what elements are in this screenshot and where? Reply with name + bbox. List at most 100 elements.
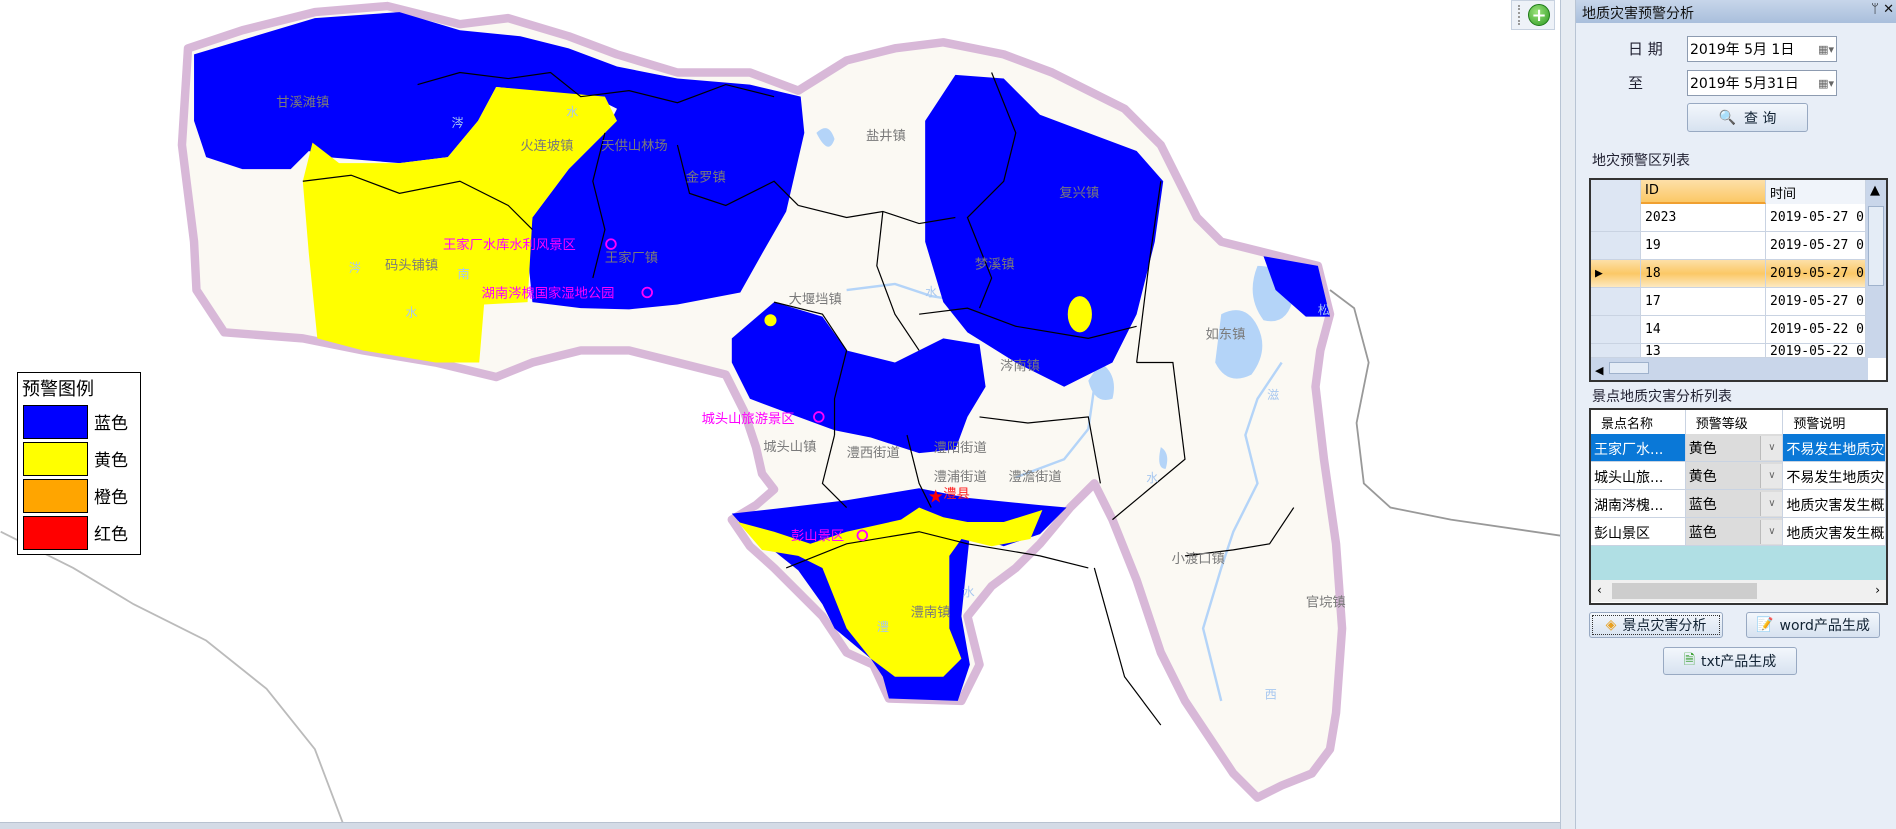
map-view[interactable]: 甘溪滩镇 火连坡镇 天供山林场 金罗镇 盐井镇 复兴镇 码头铺镇 王家厂镇 梦溪… xyxy=(0,0,1560,822)
map-canvas[interactable]: 甘溪滩镇 火连坡镇 天供山林场 金罗镇 盐井镇 复兴镇 码头铺镇 王家厂镇 梦溪… xyxy=(0,0,1560,822)
warning-area-blue xyxy=(1263,256,1330,317)
scenic-spot-label[interactable]: 城头山旅游景区 xyxy=(702,411,795,427)
pin-icon[interactable]: ᛘ xyxy=(1871,2,1879,17)
town-label: 澧浦街道 xyxy=(934,469,987,485)
txt-product-button[interactable]: 🗎 txt产品生成 xyxy=(1663,647,1797,675)
table-row-selected[interactable]: ▶ 18 2019-05-27 0. xyxy=(1591,260,1886,288)
date-from-picker[interactable]: 2019年 5月 1日 ▦▾ xyxy=(1687,36,1837,62)
horizontal-scrollbar[interactable]: ‹ › xyxy=(1591,580,1886,602)
town-label: 复兴镇 xyxy=(1059,185,1099,201)
warning-area-yellow xyxy=(1067,296,1092,333)
scroll-up-arrow[interactable]: ▲ xyxy=(1866,180,1886,204)
river-label: 水 xyxy=(925,285,937,299)
river-line xyxy=(1015,386,1096,479)
table-row[interactable]: 2023 2019-05-27 0. xyxy=(1591,204,1886,232)
scenic-spot-marker-icon[interactable] xyxy=(641,286,653,299)
town-label: 火连坡镇 xyxy=(520,138,573,154)
table-row[interactable]: 城头山旅... 黄色 ∨ 不易发生地质灾 xyxy=(1591,462,1886,490)
river-label: 涔 xyxy=(451,116,463,130)
grip-handle[interactable] xyxy=(1518,5,1521,25)
date-from-value: 2019年 5月 1日 xyxy=(1690,42,1795,58)
river-label: 水 xyxy=(406,306,418,320)
horizontal-scrollbar[interactable]: ◀ xyxy=(1591,358,1868,380)
table-row[interactable]: 14 2019-05-22 0. xyxy=(1591,316,1886,344)
scenic-spot-label[interactable]: 彭山景区 xyxy=(791,528,844,544)
town-label: 天供山林场 xyxy=(601,138,667,154)
calendar-dropdown-icon[interactable]: ▦▾ xyxy=(1818,42,1834,56)
legend-item-blue: 蓝色 xyxy=(18,403,140,440)
scenic-spot-marker-icon[interactable] xyxy=(605,238,617,250)
vertical-scrollbar[interactable] xyxy=(1866,204,1886,358)
legend-title: 预警图例 xyxy=(22,379,94,400)
word-product-button[interactable]: 📝 word产品生成 xyxy=(1746,612,1880,638)
town-label: 城头山镇 xyxy=(763,439,816,455)
town-label: 澧南镇 xyxy=(911,604,951,620)
legend-swatch xyxy=(23,515,88,550)
search-icon: 🔍 xyxy=(1718,109,1736,126)
table-row[interactable]: 湖南涔槐... 蓝色 ∨ 地质灾害发生概 xyxy=(1591,490,1886,518)
calendar-dropdown-icon[interactable]: ▦▾ xyxy=(1818,76,1834,90)
warning-area-yellow xyxy=(302,87,618,363)
analysis-icon: ◈ xyxy=(1605,617,1617,633)
town-label: 官垸镇 xyxy=(1306,595,1346,611)
row-pointer-icon: ▶ xyxy=(1591,260,1641,287)
dropdown-arrow-icon[interactable]: ∨ xyxy=(1760,491,1783,516)
dropdown-arrow-icon[interactable]: ∨ xyxy=(1760,463,1783,488)
town-label: 大堰垱镇 xyxy=(789,291,842,307)
outer-river xyxy=(1329,289,1560,537)
panel-splitter[interactable] xyxy=(1560,0,1576,829)
town-label: 涔南镇 xyxy=(1000,358,1040,374)
to-label: 至 xyxy=(1628,74,1644,92)
date-to-picker[interactable]: 2019年 5月31日 ▦▾ xyxy=(1687,70,1837,96)
close-icon[interactable]: ✕ xyxy=(1883,2,1894,17)
town-label: 如东镇 xyxy=(1206,326,1246,342)
panel-title: 地质灾害预警分析 xyxy=(1582,6,1694,22)
column-header-time[interactable]: 时间 xyxy=(1766,180,1866,204)
river-label: 水 xyxy=(963,585,975,599)
warning-area-blue xyxy=(925,74,1164,387)
scroll-thumb[interactable] xyxy=(1868,206,1884,286)
warning-list-title: 地灾预警区列表 xyxy=(1592,153,1690,169)
river-label: 松 xyxy=(1318,303,1330,317)
dropdown-arrow-icon[interactable]: ∨ xyxy=(1760,435,1783,460)
edit-document-icon: 📝 xyxy=(1756,617,1774,633)
column-header-level[interactable]: 预警等级 xyxy=(1686,410,1784,434)
column-header-desc[interactable]: 预警说明 xyxy=(1793,417,1846,432)
warning-area-yellow xyxy=(737,507,1043,677)
column-header-id[interactable]: ID xyxy=(1641,180,1766,204)
legend-swatch xyxy=(23,441,88,476)
outer-river xyxy=(0,530,344,822)
scenic-spot-label[interactable]: 王家厂水库水利风景区 xyxy=(443,236,576,253)
table-row-selected[interactable]: 王家厂水... 黄色 ∨ 不易发生地质灾 xyxy=(1591,434,1886,462)
spot-analysis-grid[interactable]: 景点名称 预警等级 预警说明 王家厂水... 黄色 ∨ 不易发生地质灾 城头山旅...… xyxy=(1589,408,1888,605)
town-label: 盐井镇 xyxy=(866,128,906,144)
warning-area-grid[interactable]: ID 时间 ▲ 2023 2019-05-27 0. 19 2019-05-27 0… xyxy=(1589,178,1888,382)
scenic-spot-marker-icon[interactable] xyxy=(856,529,869,542)
zoom-in-plus-icon[interactable]: + xyxy=(1528,4,1550,26)
warning-area-blue xyxy=(194,12,805,310)
town-label: 金罗镇 xyxy=(686,169,726,185)
county-seat-label: 澧县 xyxy=(943,486,970,502)
scenic-spot-marker-icon[interactable] xyxy=(813,411,825,423)
table-row[interactable]: 17 2019-05-27 0. xyxy=(1591,288,1886,316)
town-label: 小渡口镇 xyxy=(1172,551,1225,567)
scroll-thumb xyxy=(1609,362,1650,374)
legend-label: 橙色 xyxy=(94,488,128,508)
query-button[interactable]: 🔍 查 询 xyxy=(1687,103,1808,132)
grid-corner[interactable] xyxy=(1591,180,1641,204)
dropdown-arrow-icon[interactable]: ∨ xyxy=(1760,519,1783,544)
legend-swatch xyxy=(23,404,88,439)
table-row[interactable]: 彭山景区 蓝色 ∨ 地质灾害发生概 xyxy=(1591,518,1886,546)
town-label: 澧澹街道 xyxy=(1009,469,1062,485)
river-label: 西 xyxy=(1265,687,1277,701)
table-row[interactable]: 13 2019-05-22 0. xyxy=(1591,344,1886,358)
scenic-spot-label[interactable]: 湖南涔槐国家湿地公园 xyxy=(482,284,615,301)
legend-swatch xyxy=(23,478,88,513)
spot-hazard-analysis-button[interactable]: ◈ 景点灾害分析 xyxy=(1589,612,1723,638)
legend-label: 黄色 xyxy=(94,451,128,471)
river-label: 滋 xyxy=(1267,388,1279,402)
town-label: 梦溪镇 xyxy=(975,256,1015,272)
date-to-value: 2019年 5月31日 xyxy=(1690,76,1799,92)
table-row[interactable]: 19 2019-05-27 0. xyxy=(1591,232,1886,260)
column-header-name[interactable]: 景点名称 xyxy=(1591,410,1686,434)
